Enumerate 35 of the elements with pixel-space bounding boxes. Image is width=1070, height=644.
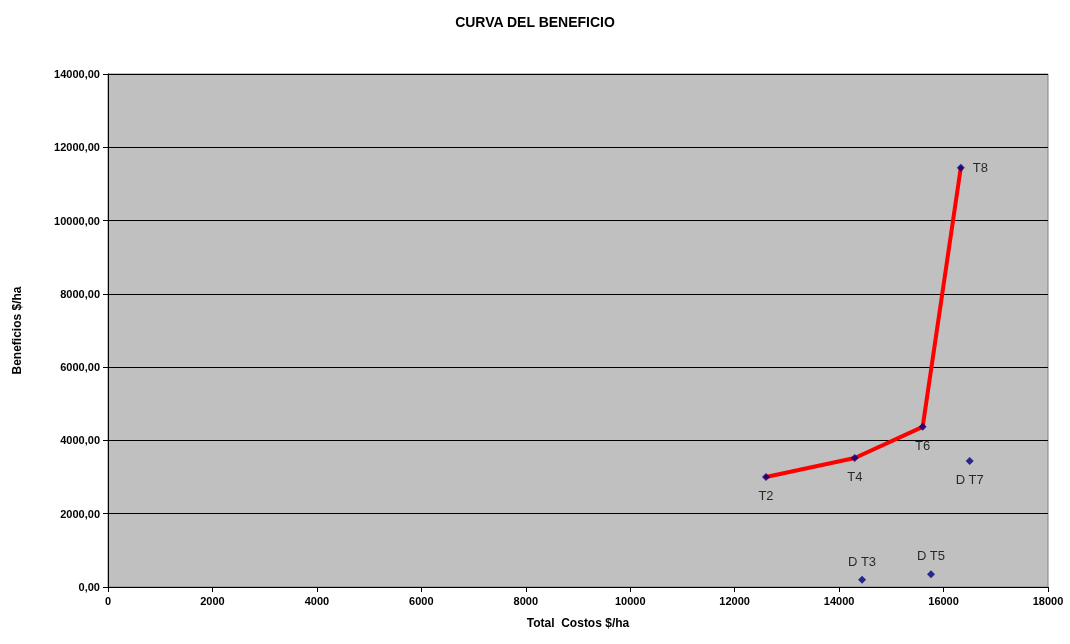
y-tick-label: 4000,00 [60, 434, 100, 447]
x-tick-label: 16000 [928, 594, 959, 607]
x-axis-title: Total Costos $/ha [526, 616, 630, 630]
point [858, 575, 867, 584]
y-tick-label: 12000,00 [54, 141, 100, 154]
x-tick-label: 18000 [1032, 594, 1064, 607]
point [965, 456, 974, 465]
x-tick-label: 6000 [409, 594, 434, 607]
data-label: T6 [915, 437, 931, 453]
x-tick-label: 14000 [823, 594, 855, 607]
x-tick-label: 0 [104, 594, 112, 607]
data-label: T2 [758, 488, 774, 504]
point [918, 422, 927, 431]
x-tick-label: 8000 [513, 594, 539, 607]
data-label: D T3 [848, 553, 877, 569]
chart-title: CURVA DEL BENEFICIO [455, 14, 615, 30]
x-tick-label: 4000 [304, 594, 330, 607]
data-label: T4 [847, 469, 863, 485]
y-tick-label: 0,00 [78, 581, 100, 593]
data-label: D T7 [955, 471, 984, 487]
x-tick-label: 2000 [200, 594, 225, 607]
data-label: D T5 [917, 548, 945, 564]
y-tick-label: 14000,00 [54, 68, 100, 80]
y-tick-label: 8000,00 [60, 287, 100, 300]
point [956, 163, 965, 172]
y-tick-label: 2000,00 [60, 507, 100, 520]
point [927, 570, 936, 579]
point [850, 454, 859, 463]
y-tick-label: 6000,00 [60, 361, 100, 374]
y-tick-label: 10000,00 [54, 214, 100, 227]
point [762, 473, 770, 482]
y-axis-title: Beneficios $/ha [10, 286, 24, 375]
data-label: T8 [972, 160, 988, 176]
x-tick-label: 10000 [614, 594, 646, 607]
x-tick-label: 12000 [719, 594, 750, 607]
